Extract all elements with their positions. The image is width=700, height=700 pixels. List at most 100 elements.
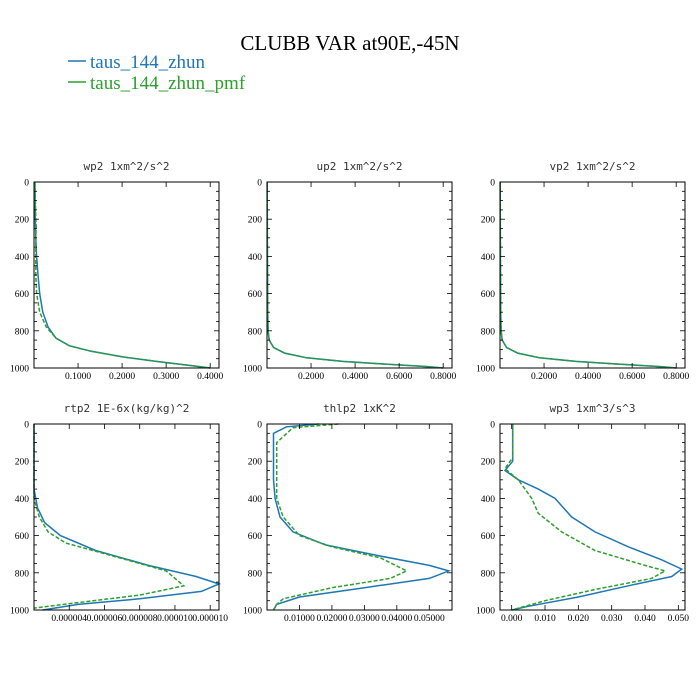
panel-frame-0 bbox=[33, 181, 220, 369]
panel-title-1: up2 1xm^2/s^2 bbox=[316, 160, 402, 173]
x-tick-label-0: 0.3000 bbox=[153, 372, 179, 382]
y-tick-label-0: 800 bbox=[15, 327, 30, 337]
x-tick-label-4: 0.01000 bbox=[284, 614, 315, 624]
x-tick-label-3: 0.000006 bbox=[87, 614, 123, 624]
y-tick-label-2: 0 bbox=[490, 179, 495, 189]
y-tick-label-3: 600 bbox=[15, 532, 30, 542]
x-tick-label-1: 0.6000 bbox=[386, 372, 412, 382]
y-tick-label-5: 600 bbox=[481, 532, 496, 542]
panel-title-3: rtp2 1E-6x(kg/kg)^2 bbox=[64, 402, 190, 415]
panel-frame-2 bbox=[499, 181, 686, 369]
y-tick-label-4: 800 bbox=[248, 569, 263, 579]
figure-title: CLUBB VAR at90E,-45N bbox=[240, 31, 459, 55]
y-tick-label-2: 400 bbox=[481, 253, 496, 263]
y-tick-label-3: 0 bbox=[24, 421, 29, 431]
x-tick-label-2: 0.2000 bbox=[531, 372, 557, 382]
y-tick-label-2: 200 bbox=[481, 216, 496, 226]
y-tick-label-4: 200 bbox=[248, 458, 263, 468]
y-tick-label-1: 600 bbox=[248, 290, 263, 300]
x-tick-label-2: 0.6000 bbox=[619, 372, 645, 382]
panel-1: up2 1xm^2/s^2 0 200 400 600 800 1000 0.2000 0.40… bbox=[243, 160, 457, 382]
x-tick-label-4: 0.02000 bbox=[316, 614, 347, 624]
x-tick-label-4: 0.03000 bbox=[349, 614, 380, 624]
y-tick-label-5: 0 bbox=[490, 421, 495, 431]
legend: taus_144_zhun taus_144_zhun_pmf bbox=[68, 52, 246, 94]
series-line-4-1 bbox=[272, 423, 409, 611]
panel-3: rtp2 1E-6x(kg/kg)^2 0 200 400 600 800 1000 0.00… bbox=[10, 402, 228, 624]
series-line-3-1 bbox=[33, 424, 186, 609]
y-tick-label-4: 1000 bbox=[243, 607, 262, 617]
legend-label-0: taus_144_zhun bbox=[90, 52, 206, 73]
x-tick-label-5: 0.030 bbox=[601, 614, 623, 624]
y-tick-label-2: 800 bbox=[481, 327, 496, 337]
panel-4: thlp2 1xK^2 0 200 400 600 800 1000 0.01000 0.020… bbox=[243, 402, 453, 624]
series-line-1-1 bbox=[266, 181, 444, 369]
series-line-3-0 bbox=[33, 424, 222, 611]
series-line-0-1 bbox=[34, 181, 211, 369]
x-tick-label-5: 0.020 bbox=[568, 614, 590, 624]
panel-frame-4 bbox=[266, 423, 453, 611]
series-line-0-0 bbox=[34, 181, 211, 369]
panels-group: wp2 1xm^2/s^2 0 200 400 600 800 1000 0.1000 0.20… bbox=[10, 160, 690, 624]
panel-title-5: wp3 1xm^3/s^3 bbox=[549, 402, 635, 415]
x-tick-label-1: 0.2000 bbox=[298, 372, 324, 382]
y-tick-label-0: 1000 bbox=[10, 365, 29, 375]
x-tick-label-3: 0.000010 bbox=[192, 614, 228, 624]
panel-5: wp3 1xm^3/s^3 0 200 400 600 800 1000 0.000 0.010… bbox=[476, 402, 689, 624]
y-tick-label-0: 600 bbox=[15, 290, 30, 300]
x-tick-label-3: 0.000010 bbox=[157, 614, 193, 624]
x-tick-label-5: 0.050 bbox=[668, 614, 690, 624]
panel-frame-5 bbox=[499, 423, 686, 611]
y-tick-label-1: 400 bbox=[248, 253, 263, 263]
legend-label-1: taus_144_zhun_pmf bbox=[90, 73, 246, 94]
x-tick-label-0: 0.1000 bbox=[65, 372, 91, 382]
panel-frame-1 bbox=[266, 181, 453, 369]
x-tick-label-5: 0.010 bbox=[534, 614, 556, 624]
panel-title-2: vp2 1xm^2/s^2 bbox=[549, 160, 635, 173]
y-tick-label-0: 200 bbox=[15, 216, 30, 226]
x-tick-label-4: 0.04000 bbox=[381, 614, 412, 624]
panel-0: wp2 1xm^2/s^2 0 200 400 600 800 1000 0.1000 0.20… bbox=[10, 160, 224, 382]
series-line-1-0 bbox=[266, 181, 444, 369]
y-tick-label-1: 800 bbox=[248, 327, 263, 337]
x-tick-label-1: 0.4000 bbox=[342, 372, 368, 382]
x-tick-label-2: 0.8000 bbox=[663, 372, 689, 382]
series-line-5-0 bbox=[503, 424, 684, 611]
x-tick-label-0: 0.2000 bbox=[109, 372, 135, 382]
y-tick-label-3: 400 bbox=[15, 495, 30, 505]
panel-frame-3 bbox=[33, 423, 220, 611]
y-tick-label-5: 200 bbox=[481, 458, 496, 468]
series-line-4-0 bbox=[272, 423, 452, 611]
y-tick-label-4: 600 bbox=[248, 532, 263, 542]
y-tick-label-3: 200 bbox=[15, 458, 30, 468]
y-tick-label-2: 1000 bbox=[476, 365, 495, 375]
y-tick-label-4: 0 bbox=[257, 421, 262, 431]
series-line-2-1 bbox=[499, 181, 677, 369]
panel-title-0: wp2 1xm^2/s^2 bbox=[83, 160, 169, 173]
y-tick-label-0: 0 bbox=[24, 179, 29, 189]
y-tick-label-1: 0 bbox=[257, 179, 262, 189]
x-tick-label-0: 0.4000 bbox=[197, 372, 223, 382]
x-tick-label-3: 0.000008 bbox=[122, 614, 158, 624]
y-tick-label-5: 400 bbox=[481, 495, 496, 505]
panel-title-4: thlp2 1xK^2 bbox=[323, 402, 396, 415]
x-tick-label-2: 0.4000 bbox=[575, 372, 601, 382]
x-tick-label-1: 0.8000 bbox=[430, 372, 456, 382]
y-tick-label-3: 800 bbox=[15, 569, 30, 579]
y-tick-label-4: 400 bbox=[248, 495, 263, 505]
y-tick-label-2: 600 bbox=[481, 290, 496, 300]
series-line-2-0 bbox=[499, 181, 677, 369]
x-tick-label-4: 0.05000 bbox=[414, 614, 445, 624]
x-tick-label-5: 0.000 bbox=[501, 614, 523, 624]
y-tick-label-1: 1000 bbox=[243, 365, 262, 375]
y-tick-label-1: 200 bbox=[248, 216, 263, 226]
series-line-5-1 bbox=[503, 424, 667, 611]
y-tick-label-0: 400 bbox=[15, 253, 30, 263]
y-tick-label-5: 1000 bbox=[476, 607, 495, 617]
y-tick-label-5: 800 bbox=[481, 569, 496, 579]
y-tick-label-3: 1000 bbox=[10, 607, 29, 617]
x-tick-label-3: 0.000004 bbox=[51, 614, 87, 624]
panel-2: vp2 1xm^2/s^2 0 200 400 600 800 1000 0.2000 0.40… bbox=[476, 160, 690, 382]
x-tick-label-5: 0.040 bbox=[634, 614, 656, 624]
